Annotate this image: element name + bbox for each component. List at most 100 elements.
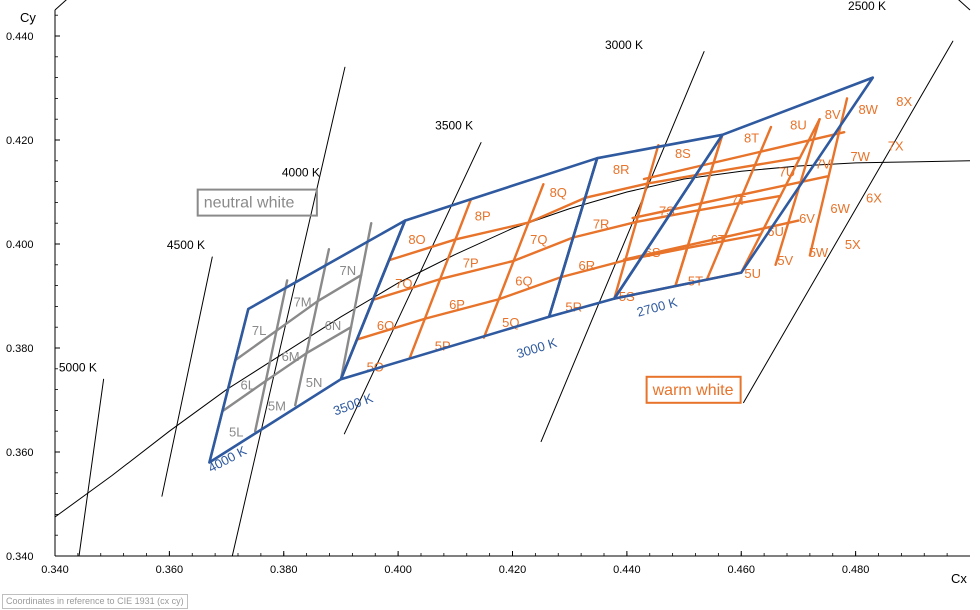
neutral-grid-row-line: [234, 329, 278, 362]
isotherm-label: 4500 K: [167, 238, 205, 252]
neutral-grid-row-line: [221, 379, 268, 413]
neutral-bin-label: 6N: [325, 318, 342, 333]
warm-grid-row-line: [559, 259, 627, 279]
warm-bin-label: 7O: [395, 276, 412, 291]
warm-bin-label: 7P: [463, 255, 479, 270]
footnote: Coordinates in reference to CIE 1931 (cx…: [2, 594, 188, 609]
warm-grid-row-line: [622, 219, 800, 261]
neutral-grid-row-line: [275, 300, 319, 332]
warm-bin-label: 8S: [675, 146, 691, 161]
x-tick-label: 0.340: [41, 564, 69, 576]
warm-bin-label: 6P: [449, 297, 465, 312]
neutral-bin-label: 7N: [339, 263, 356, 278]
warm-grid-row-line: [631, 175, 829, 220]
warm-bin-label: 7T: [731, 193, 746, 208]
cct-region-outline: [612, 76, 875, 300]
x-tick-label: 0.360: [156, 564, 184, 576]
warm-grid-row-line: [583, 182, 649, 200]
warm-bin-label: 8O: [408, 232, 425, 247]
neutral-bin-label: 5N: [306, 375, 323, 390]
x-tick-label: 0.440: [613, 564, 641, 576]
neutral-bin-label: 5L: [229, 424, 243, 439]
cct-edge-label: 3000 K: [515, 335, 559, 361]
warm-grid-row-line: [423, 298, 500, 320]
warm-bin-label: 5X: [845, 237, 861, 252]
neutral-grid-column-line: [339, 221, 373, 381]
x-tick-label: 0.400: [384, 564, 412, 576]
warm-bin-label: 8U: [790, 118, 807, 133]
y-axis-title: Cy: [20, 10, 36, 25]
warm-bin-label: 7V: [815, 157, 831, 172]
warm-bin-label: 8V: [825, 107, 841, 122]
warm-bin-label: 6R: [579, 258, 596, 273]
neutral-grid-row-line: [305, 326, 353, 355]
isotherm-line: [231, 66, 346, 557]
isotherm-line: [540, 51, 705, 443]
isotherm-line: [78, 378, 105, 557]
warm-bin-label: 5W: [809, 245, 829, 260]
warm-bin-label: 7W: [850, 149, 870, 164]
neutral-bin-label: 6M: [282, 349, 300, 364]
neutral-grid-row-line: [316, 274, 363, 303]
y-tick-label: 0.440: [6, 31, 34, 43]
warm-grid-row-line: [527, 196, 587, 224]
warm-bin-label: 5U: [744, 266, 761, 281]
warm-bin-label: 6T: [711, 232, 726, 247]
annotation-box: [196, 188, 318, 217]
isotherm-line: [161, 256, 213, 497]
x-tick-label: 0.380: [270, 564, 298, 576]
axis-corner-left: [54, 0, 67, 11]
isotherm-label: 2500 K: [848, 0, 886, 13]
y-tick-label: 0.360: [6, 447, 34, 459]
warm-bin-label: 6Q: [515, 274, 532, 289]
neutral-bin-label: 7M: [294, 294, 312, 309]
warm-grid-row-line: [387, 238, 457, 262]
x-tick-label: 0.460: [727, 564, 755, 576]
neutral-bin-label: 7L: [252, 323, 266, 338]
neutral-grid-row-line: [264, 352, 308, 383]
warm-bin-label: 6W: [830, 201, 850, 216]
warm-bin-label: 6X: [866, 190, 882, 205]
annotation-label: neutral white: [204, 195, 295, 212]
warm-bin-label: 6O: [377, 318, 394, 333]
neutral-grid-column-line: [253, 279, 289, 433]
annotation-label: warm white: [652, 382, 734, 399]
axis-corner-right: [958, 0, 971, 11]
warm-bin-label: 8W: [858, 102, 878, 117]
warm-grid-column-line: [674, 133, 724, 287]
warm-bin-label: 8Q: [550, 185, 567, 200]
warm-bin-label: 7R: [593, 216, 610, 231]
x-axis-title: Cx: [951, 571, 967, 586]
warm-grid-row-line: [438, 259, 515, 281]
warm-bin-label: 8P: [475, 209, 491, 224]
warm-bin-label: 8X: [896, 94, 912, 109]
isotherm-label: 3000 K: [605, 38, 643, 52]
cct-edge-label: 2700 K: [635, 294, 679, 319]
warm-grid-row-line: [512, 236, 575, 263]
warm-grid-row-line: [497, 275, 563, 301]
warm-bin-label: 5V: [777, 253, 793, 268]
y-tick-label: 0.340: [6, 551, 34, 563]
warm-grid-row-line: [642, 130, 846, 181]
x-tick-label: 0.480: [842, 564, 870, 576]
warm-bin-label: 7Q: [530, 232, 547, 247]
warm-bin-label: 8R: [613, 162, 630, 177]
planckian-locus: [54, 160, 971, 518]
y-tick-label: 0.380: [6, 343, 34, 355]
annotation-box: [645, 375, 742, 404]
neutral-grid-column-line: [293, 247, 331, 407]
warm-bin-label: 7X: [888, 138, 904, 153]
y-tick-label: 0.420: [6, 135, 34, 147]
neutral-bin-label: 5M: [268, 398, 286, 413]
isotherm-line: [743, 40, 954, 404]
isotherm-label: 5000 K: [59, 360, 97, 374]
warm-grid-column-line: [774, 117, 821, 266]
x-tick-label: 0.420: [499, 564, 527, 576]
isotherm-label: 3500 K: [435, 119, 473, 133]
warm-bin-label: 8T: [744, 131, 759, 146]
y-tick-label: 0.400: [6, 239, 34, 251]
isotherm-label: 4000 K: [282, 165, 320, 179]
warm-grid-row-line: [454, 221, 530, 241]
